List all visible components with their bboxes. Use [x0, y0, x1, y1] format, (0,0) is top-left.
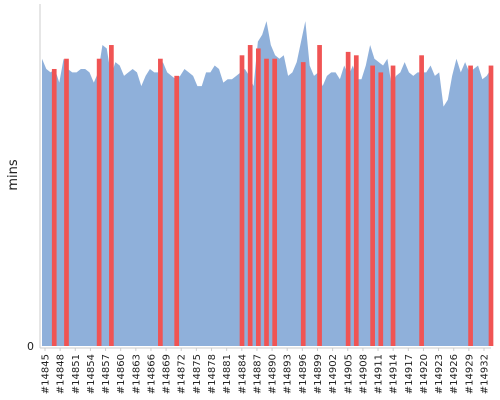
- x-tick-label: #14845: [41, 354, 52, 394]
- x-tick-label: #14920: [419, 354, 430, 394]
- x-tick-label: #14875: [192, 354, 203, 394]
- highlight-bar: [255, 48, 261, 347]
- highlight-bar: [264, 58, 269, 346]
- highlight-bar: [378, 72, 384, 347]
- x-tick-label: #14878: [207, 354, 218, 394]
- x-tick-label: #14872: [177, 354, 188, 394]
- x-tick-label: #14854: [86, 354, 97, 394]
- x-tick-label: #14908: [358, 354, 369, 394]
- x-tick-label: #14884: [237, 354, 248, 394]
- x-tick-label: #14860: [116, 354, 127, 394]
- x-tick-label: #14848: [56, 354, 67, 394]
- x-tick-label: #14923: [434, 354, 445, 394]
- x-tick-label: #14881: [222, 354, 233, 394]
- y-axis-title: mins: [6, 159, 21, 191]
- y-ticks: 0: [27, 340, 34, 353]
- x-tick-label: #14899: [313, 354, 324, 394]
- highlight-bar: [300, 62, 306, 346]
- x-tick-label: #14914: [389, 354, 400, 394]
- y-tick-label: 0: [27, 340, 34, 353]
- highlight-bar: [370, 65, 375, 346]
- x-tick-label: #14890: [268, 354, 279, 394]
- x-tick-label: #14905: [343, 354, 354, 394]
- highlight-bar: [272, 58, 278, 346]
- x-tick-label: #14851: [71, 354, 82, 394]
- plot-area: [42, 21, 494, 347]
- highlight-bar: [158, 58, 163, 346]
- x-tick-label: #14857: [101, 354, 112, 394]
- x-tick-label: #14866: [146, 354, 157, 394]
- highlight-bar: [51, 68, 57, 346]
- x-tick-label: #14863: [131, 354, 142, 394]
- x-tick-label: #14932: [480, 354, 491, 394]
- x-tick-label: #14917: [404, 354, 415, 394]
- highlight-bar: [419, 55, 424, 347]
- x-tick-label: #14929: [464, 354, 475, 394]
- highlight-bar: [64, 58, 69, 346]
- x-tick-label: #14926: [449, 354, 460, 394]
- highlight-bar: [239, 55, 245, 347]
- highlight-bar: [468, 65, 473, 346]
- highlight-bar: [353, 55, 359, 347]
- x-ticks: #14845 #14848 #14851 #14854 #14857 #14860 #148…: [41, 348, 491, 394]
- x-tick-label: #14893: [283, 354, 294, 394]
- x-tick-label: #14896: [298, 354, 309, 394]
- axes: [39, 4, 491, 349]
- x-tick-label: #14887: [252, 354, 263, 394]
- x-tick-label: #14869: [162, 354, 173, 394]
- highlight-bar: [109, 45, 114, 346]
- highlight-bar: [345, 51, 351, 346]
- x-tick-label: #14911: [374, 354, 385, 394]
- x-tick-label: #14902: [328, 354, 339, 394]
- highlight-bar: [96, 58, 102, 346]
- highlight-bar: [174, 75, 180, 346]
- highlight-bar: [317, 45, 322, 346]
- highlight-bar: [390, 65, 396, 346]
- highlight-bar: [488, 65, 494, 346]
- highlight-bar: [247, 45, 253, 346]
